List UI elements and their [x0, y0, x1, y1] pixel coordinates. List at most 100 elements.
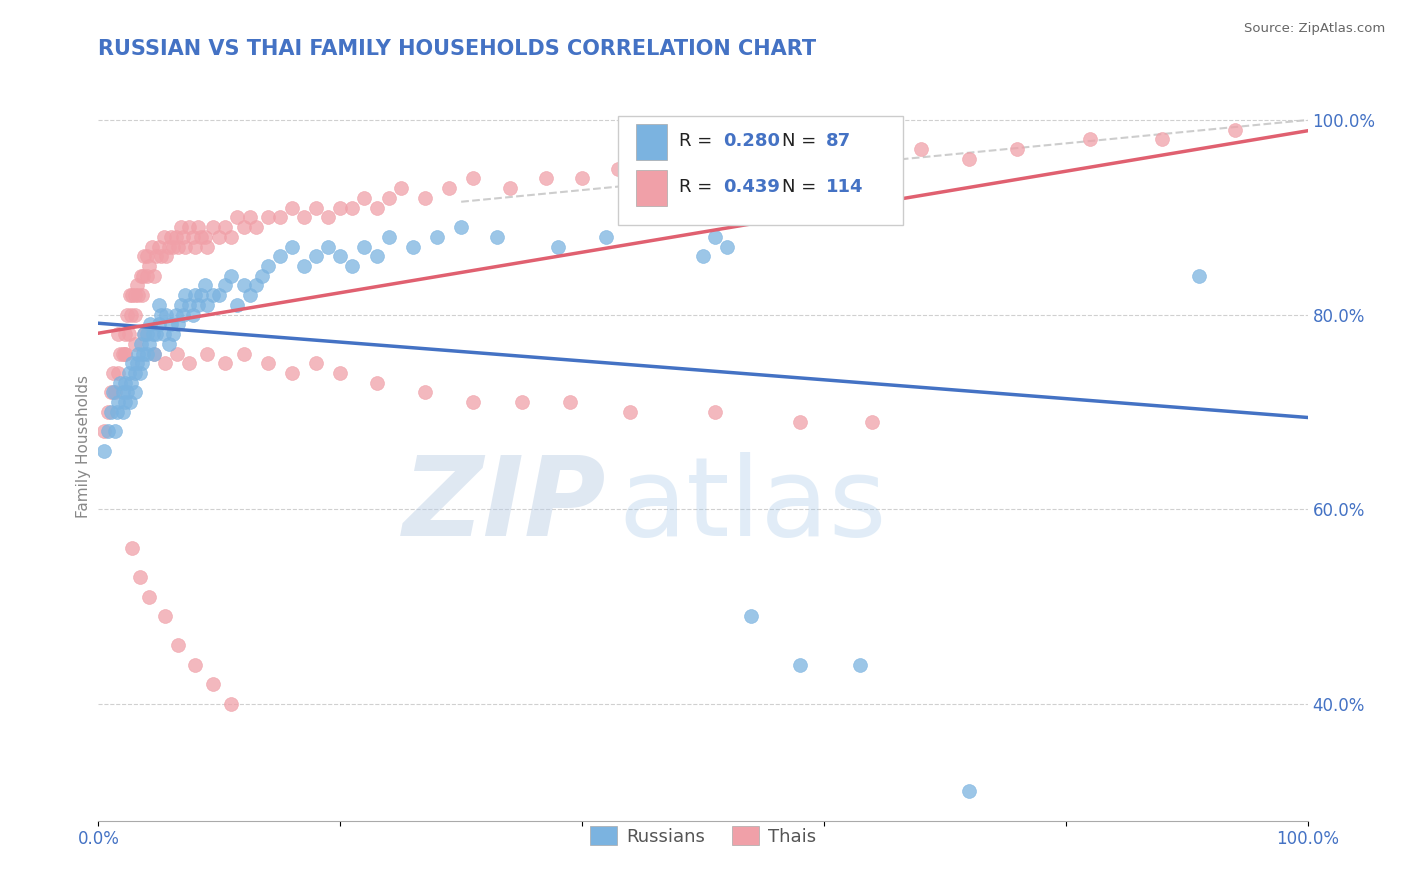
Point: [148, 239, 170, 253]
Point: [143, 346, 166, 360]
Point: [329, 249, 352, 263]
Point: [1152, 132, 1174, 146]
Point: [740, 609, 762, 624]
Point: [166, 346, 188, 360]
Point: [1078, 132, 1101, 146]
Point: [114, 327, 136, 342]
Point: [179, 298, 201, 312]
Point: [138, 336, 160, 351]
Point: [169, 220, 191, 235]
Point: [118, 395, 141, 409]
Point: [305, 249, 328, 263]
Text: R =: R =: [679, 132, 718, 150]
Point: [153, 609, 176, 624]
Point: [281, 201, 304, 215]
Point: [107, 366, 129, 380]
Point: [292, 259, 315, 273]
Point: [860, 152, 883, 166]
Point: [195, 346, 218, 360]
Point: [114, 376, 136, 390]
Point: [152, 327, 174, 342]
Point: [135, 346, 157, 360]
Point: [155, 249, 177, 263]
Point: [127, 356, 149, 370]
Point: [221, 229, 243, 244]
Point: [101, 385, 124, 400]
Point: [111, 385, 134, 400]
Point: [127, 278, 149, 293]
Point: [135, 249, 157, 263]
Point: [463, 395, 485, 409]
Text: 114: 114: [827, 178, 863, 196]
Point: [129, 336, 152, 351]
Point: [910, 142, 932, 156]
Point: [214, 220, 236, 235]
Point: [124, 288, 146, 302]
Point: [208, 288, 231, 302]
Point: [281, 366, 304, 380]
Point: [128, 366, 150, 380]
Point: [160, 318, 183, 332]
Point: [184, 657, 207, 672]
Text: Source: ZipAtlas.com: Source: ZipAtlas.com: [1244, 22, 1385, 36]
Point: [413, 191, 436, 205]
Point: [132, 346, 155, 360]
Point: [150, 308, 173, 322]
Point: [114, 346, 136, 360]
Point: [121, 356, 143, 370]
Point: [849, 657, 872, 672]
Point: [128, 570, 150, 584]
Point: [108, 346, 131, 360]
Point: [165, 308, 187, 322]
Point: [250, 268, 273, 283]
Point: [547, 239, 569, 253]
Point: [789, 415, 811, 429]
Point: [463, 171, 485, 186]
Point: [104, 425, 127, 439]
Point: [145, 249, 167, 263]
Point: [305, 356, 328, 370]
Point: [486, 229, 509, 244]
Point: [269, 249, 291, 263]
Point: [789, 657, 811, 672]
Point: [232, 346, 254, 360]
Point: [329, 366, 352, 380]
Point: [139, 318, 162, 332]
Point: [202, 220, 225, 235]
Point: [135, 268, 157, 283]
Point: [100, 385, 122, 400]
Point: [148, 318, 170, 332]
Point: [245, 220, 267, 235]
Point: [167, 639, 190, 653]
Point: [162, 239, 184, 253]
Point: [214, 356, 236, 370]
Point: [292, 211, 315, 225]
Point: [93, 425, 115, 439]
Point: [93, 443, 115, 458]
Point: [143, 346, 166, 360]
Text: atlas: atlas: [619, 452, 887, 559]
Point: [316, 211, 339, 225]
Point: [221, 268, 243, 283]
Point: [100, 405, 122, 419]
Point: [97, 405, 120, 419]
Point: [111, 405, 134, 419]
Point: [366, 249, 388, 263]
Point: [704, 405, 727, 419]
Point: [190, 229, 212, 244]
Point: [195, 239, 218, 253]
Point: [765, 152, 787, 166]
Point: [152, 229, 174, 244]
Point: [366, 201, 388, 215]
Point: [202, 288, 225, 302]
Point: [190, 288, 212, 302]
Point: [450, 220, 472, 235]
Point: [558, 395, 581, 409]
Text: N =: N =: [782, 178, 821, 196]
Point: [111, 346, 134, 360]
Point: [187, 298, 209, 312]
Point: [107, 327, 129, 342]
Point: [121, 288, 143, 302]
Point: [692, 249, 714, 263]
Point: [194, 229, 217, 244]
